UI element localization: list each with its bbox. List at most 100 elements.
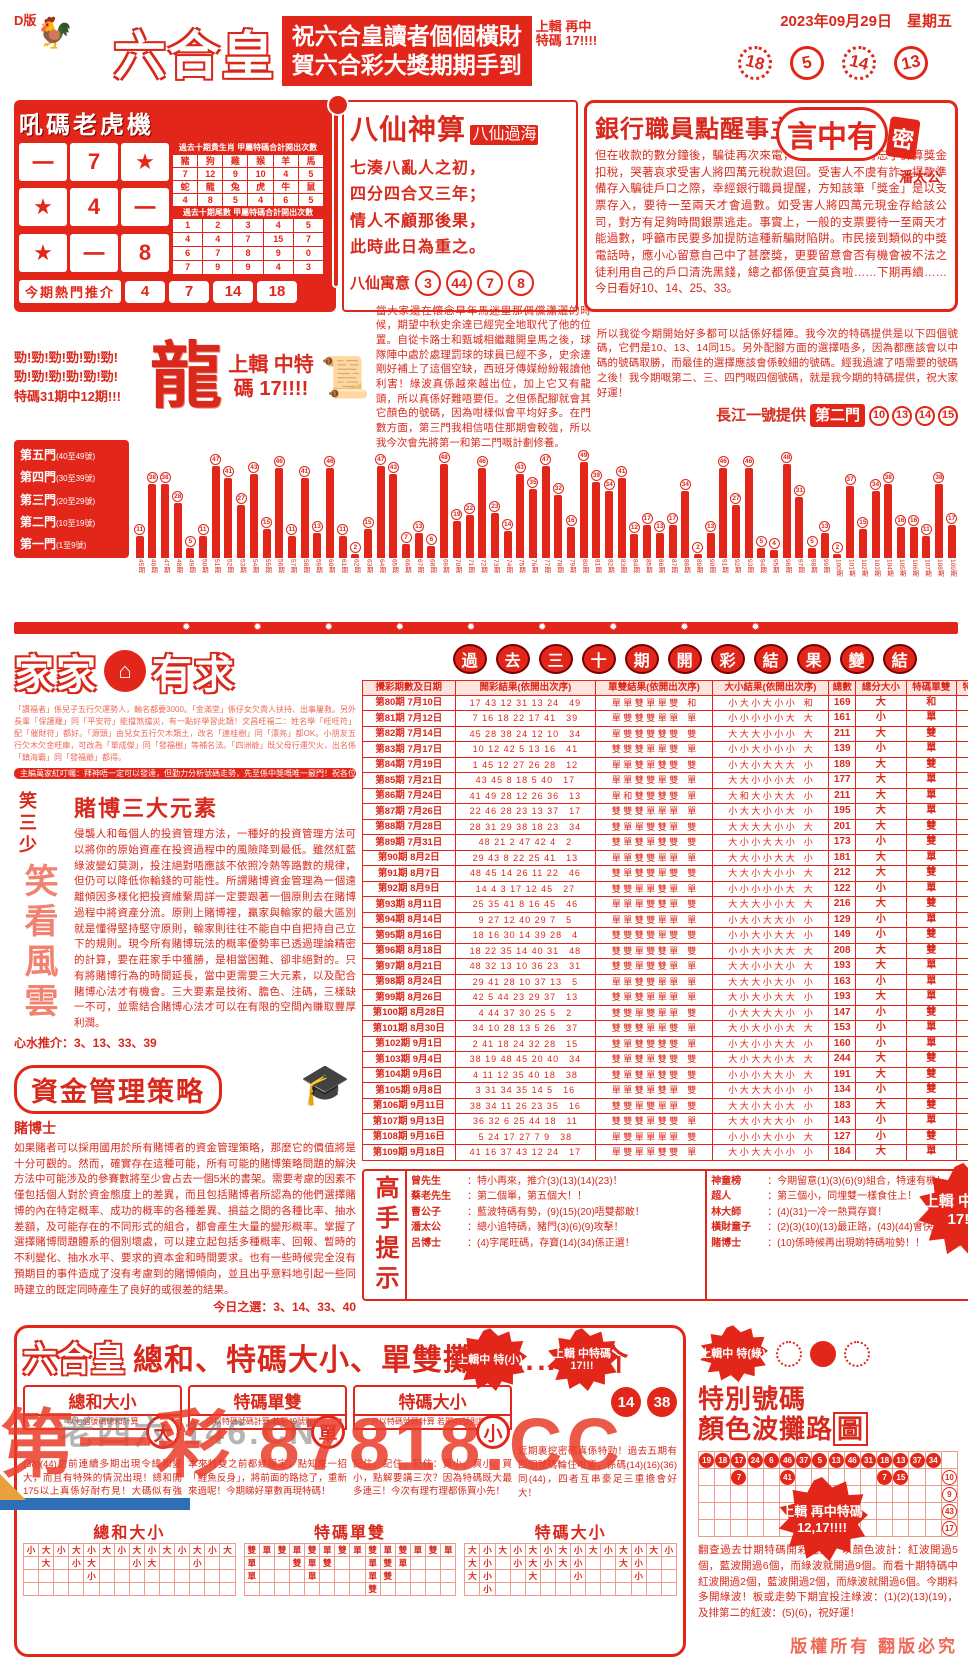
question-circle[interactable]	[776, 1341, 802, 1367]
fund-pick: 今日之選：3、14、33、40	[14, 1298, 356, 1315]
numbers-cell: 28 31 29 38 18 23 34	[455, 819, 596, 835]
total-size-cell: 小	[856, 1114, 906, 1130]
table-header: 特碼大小	[956, 681, 968, 696]
period-cell: 第95期 8月16日	[363, 928, 456, 944]
zodiac-cell: 4	[274, 168, 298, 180]
bar-value: 46	[743, 456, 754, 467]
chart-bar	[795, 497, 803, 558]
bar-value: 13	[312, 521, 323, 532]
road-cell	[510, 1582, 525, 1595]
road-cell: 雙	[365, 1582, 380, 1595]
road-cell: 小	[631, 1543, 646, 1556]
chart-bar	[922, 536, 930, 558]
total-size-cell: 小	[856, 928, 906, 944]
bar-label: 101期	[847, 559, 854, 576]
digit-cell: 7	[173, 261, 202, 274]
period-cell: 第97期 8月21日	[363, 959, 456, 975]
advice-text: 近期裏挖密碼真係特勁！過去五期有四個號碼輪住咁響，係碼(14)(16)(36)同…	[518, 1445, 677, 1500]
bar-label: 107期	[923, 559, 930, 576]
cmap-cell	[715, 1503, 731, 1520]
road-cell: 小	[571, 1556, 586, 1569]
title-circle: 過	[453, 644, 487, 674]
bar-label: 54期	[251, 559, 258, 573]
road-cell	[395, 1569, 410, 1582]
legend-range: (10至19號)	[56, 519, 95, 528]
road-cell	[350, 1569, 365, 1582]
bar-value: 43	[515, 462, 526, 473]
road-cell: 單	[365, 1556, 380, 1569]
oddeven-cell: 雙 雙 單 雙 雙 單 單	[596, 959, 712, 975]
cmap-cell	[731, 1503, 747, 1520]
special-oddeven-cell: 單	[906, 1145, 956, 1161]
smile-calligraphy: 笑看風雲	[14, 863, 63, 1023]
bar-value: 27	[730, 493, 741, 504]
cmap-cell: 15	[893, 1469, 909, 1486]
period-cell: 第94期 8月14日	[363, 912, 456, 928]
total-cell: 139	[829, 742, 856, 758]
road-cell	[69, 1582, 84, 1595]
bar-value: 27	[236, 493, 247, 504]
road-cell	[175, 1569, 190, 1582]
road-cell	[525, 1582, 540, 1595]
bar-label: 92期	[733, 559, 740, 573]
red-circle[interactable]	[844, 1341, 870, 1367]
road-cell	[601, 1582, 616, 1595]
elements-pick: 心水推介：3、13、33、39	[14, 1034, 356, 1051]
bottom-logo: 六合皇	[23, 1332, 125, 1381]
road-cell: 雙	[290, 1556, 305, 1569]
chart-bar	[656, 533, 664, 558]
bar-label: 79期	[568, 559, 575, 573]
road-grids: 總和大小小大小大小大小大小大小大小大大小大小大小小特碼單雙雙單雙單雙單雙單雙單雙…	[23, 1519, 677, 1596]
period-cell: 第96期 8月18日	[363, 943, 456, 959]
road-cell	[586, 1556, 601, 1569]
jiajia-word-left: 家家	[14, 642, 98, 700]
header-banner: 祝六合皇讀者個個橫財 賀六合彩大獎期期手到	[282, 16, 532, 86]
advice-box: 特碼單雙只以特碼號碼計算 若開49號則打和單本來特雙之前都幾穩定，點知來一招「鯉…	[188, 1385, 347, 1513]
special-oddeven-cell: 雙	[906, 897, 956, 913]
color-ball: 13	[829, 1453, 844, 1468]
bar-value: 11	[337, 524, 348, 535]
period-cell: 第87期 7月26日	[363, 804, 456, 820]
road-cell: 小	[510, 1556, 525, 1569]
jiajia-header: 家家 ⌂ 有求	[14, 642, 356, 700]
slot-lever[interactable]	[332, 108, 340, 288]
numbers-cell: 18 16 30 14 39 28 4	[455, 928, 596, 944]
zodiac-cell: 豬	[173, 155, 197, 167]
chart-bar	[846, 486, 854, 558]
total-cell: 143	[829, 1114, 856, 1130]
changjiang-label: 長江一號提供	[716, 405, 806, 426]
chart-bar	[174, 503, 182, 558]
total-cell: 216	[829, 897, 856, 913]
bar-value: 16	[895, 515, 906, 526]
bar-value: 28	[172, 491, 183, 502]
gate-ball: 15	[938, 406, 958, 426]
oddeven-cell: 單 單 雙 雙 單 單 單	[596, 850, 712, 866]
cmap-cell: 9	[941, 1486, 957, 1503]
green-circle[interactable]	[810, 1341, 836, 1367]
road-cell: 雙	[244, 1543, 259, 1556]
total-size-cell: 大	[856, 1052, 906, 1068]
color-ball: 5	[812, 1453, 827, 1468]
total-cell: 211	[829, 726, 856, 742]
total-cell: 161	[829, 711, 856, 727]
zodiac-cell: 蛇	[173, 181, 197, 193]
tipster-name: 林大師	[711, 1205, 767, 1221]
road-cell: 小	[84, 1569, 99, 1582]
bar-value: 16	[566, 515, 577, 526]
chart-bar	[516, 474, 524, 558]
total-size-cell: 小	[856, 1129, 906, 1145]
total-size-cell: 小	[856, 912, 906, 928]
